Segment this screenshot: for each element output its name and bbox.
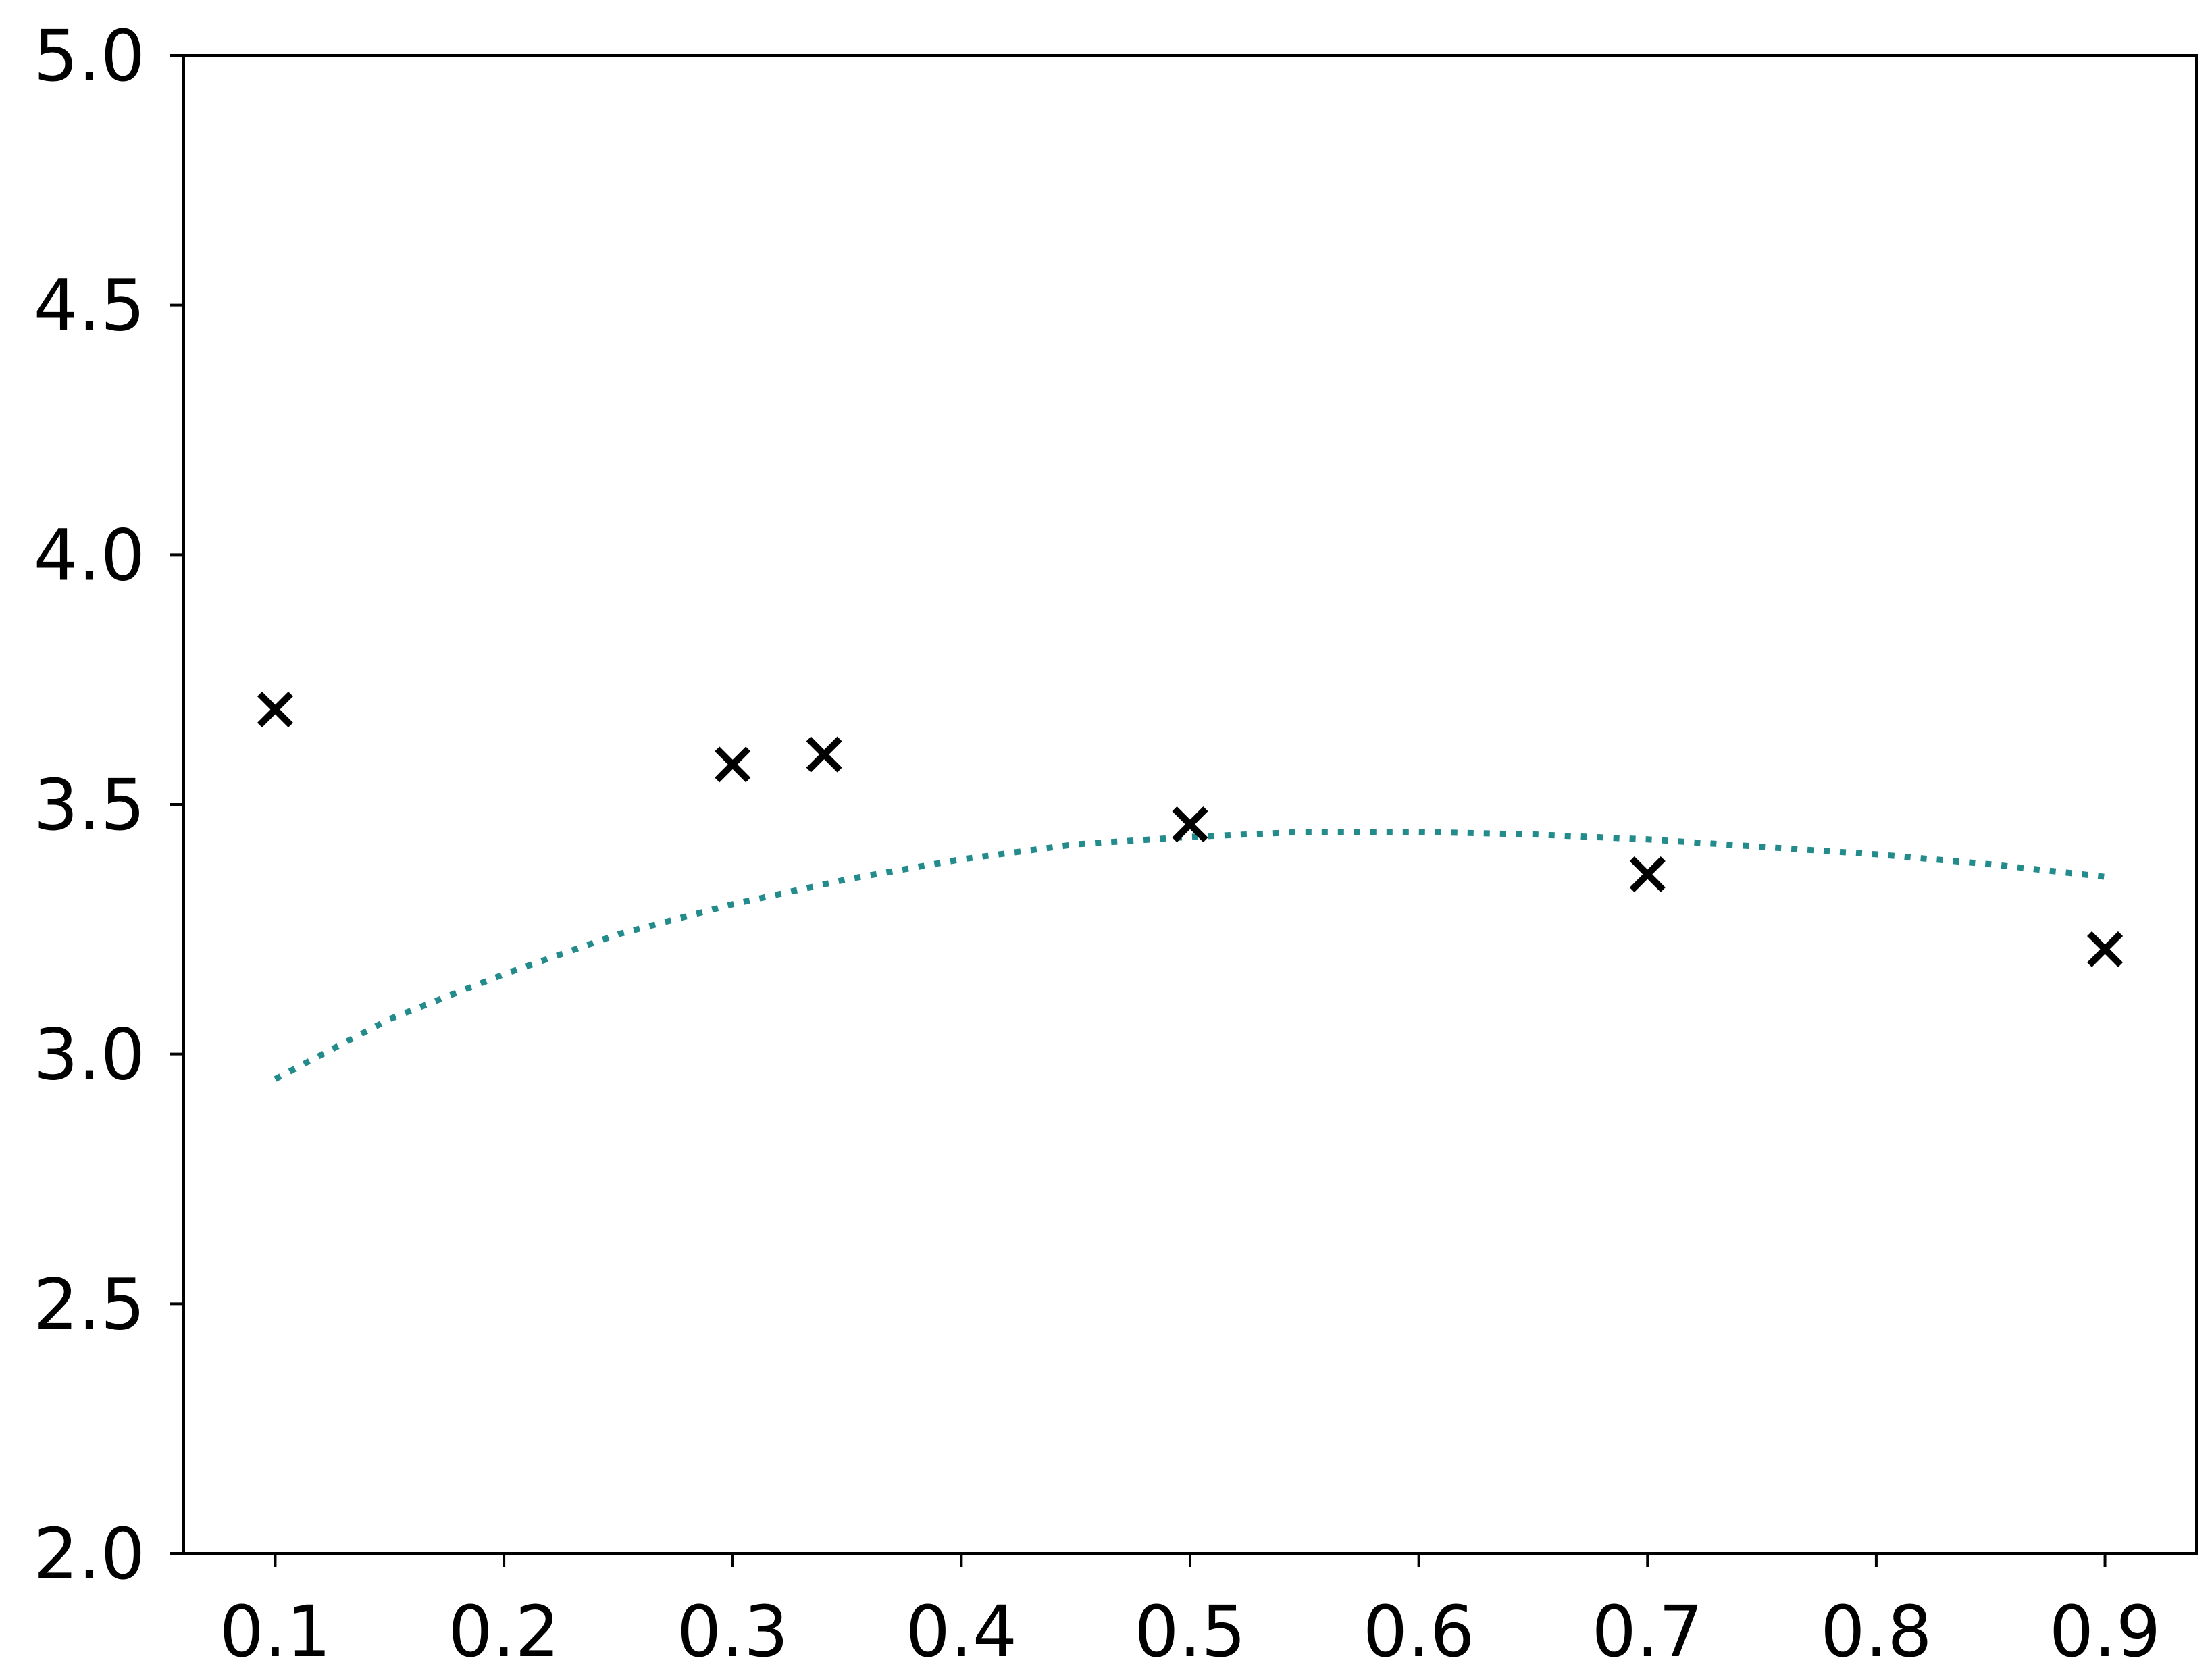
y-tick-label: 4.5 <box>34 265 145 347</box>
data-point-marker <box>806 736 842 773</box>
y-tick-label: 5.0 <box>34 15 145 97</box>
x-tick-label: 0.4 <box>906 1591 1017 1673</box>
data-point-marker <box>2087 931 2124 967</box>
y-tick-label: 2.5 <box>34 1263 145 1345</box>
x-tick-label: 0.3 <box>677 1591 788 1673</box>
fit-curve <box>274 829 2105 1082</box>
data-points-layer <box>257 691 2124 967</box>
y-tick-label: 2.0 <box>34 1513 145 1595</box>
data-point-marker <box>1172 806 1208 843</box>
x-axis: 0.1 0.2 0.3 0.4 0.5 0.6 0.7 0.8 0.9 <box>220 1553 2161 1673</box>
x-tick-label: 0.6 <box>1363 1591 1474 1673</box>
x-tick-label: 0.5 <box>1134 1591 1245 1673</box>
y-tick-label: 4.0 <box>34 514 145 596</box>
y-tick-label: 3.0 <box>34 1014 145 1096</box>
x-tick-label: 0.2 <box>448 1591 559 1673</box>
plot-frame <box>182 54 2198 1555</box>
x-tick-label: 0.9 <box>2049 1591 2161 1673</box>
x-tick-label: 0.7 <box>1592 1591 1703 1673</box>
x-tick-label: 0.1 <box>220 1591 331 1673</box>
x-tick-label: 0.8 <box>1820 1591 1932 1673</box>
y-axis: 2.0 2.5 3.0 3.5 4.0 4.5 5.0 <box>34 15 184 1595</box>
fit-curve-layer <box>274 829 2105 1082</box>
data-point-marker <box>1629 856 1666 893</box>
y-tick-label: 3.5 <box>34 764 145 846</box>
plot-area <box>182 54 2198 1555</box>
data-point-marker <box>257 691 293 728</box>
data-point-marker <box>715 746 751 783</box>
